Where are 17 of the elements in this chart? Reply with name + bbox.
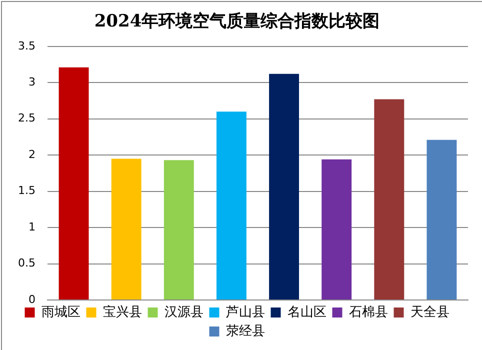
legend-label: 宝兴县 — [102, 304, 142, 320]
y-tick-label: 2 — [28, 148, 36, 161]
y-tick-label: 0 — [28, 292, 36, 306]
legend-label: 汉源县 — [164, 304, 204, 320]
legend-label: 雨城区 — [41, 304, 80, 320]
y-tick-label: 3.5 — [18, 39, 36, 52]
y-tick-label: 2.5 — [18, 112, 36, 125]
y-tick-label: 3 — [28, 75, 36, 88]
chart-title: 2024年环境空气质量综合指数比较图 — [94, 12, 380, 32]
legend-label: 芦山县 — [226, 304, 265, 320]
legend-label: 天全县 — [410, 304, 450, 320]
y-tick-label: 0.5 — [18, 256, 36, 270]
y-tick-label: 1.5 — [18, 184, 36, 198]
legend-label: 名山区 — [287, 304, 326, 320]
legend-label: 石棉县 — [348, 304, 388, 320]
y-tick-label: 1 — [28, 220, 36, 234]
legend-label: 荥经县 — [226, 324, 265, 339]
